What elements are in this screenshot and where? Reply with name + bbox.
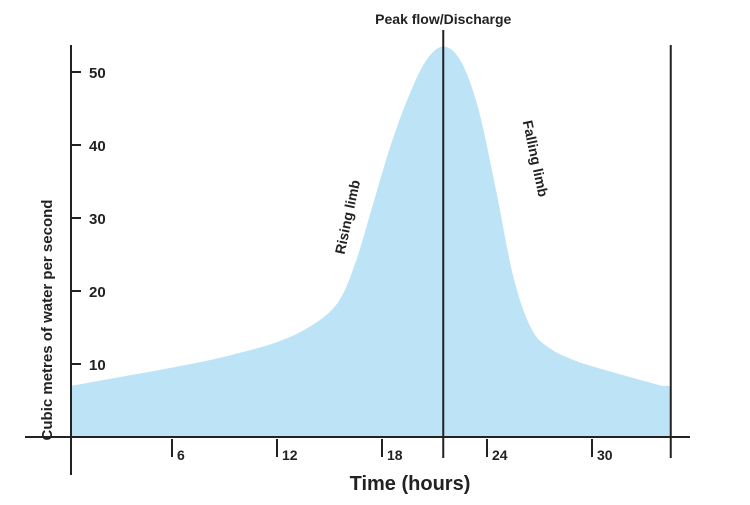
discharge-area: [71, 46, 671, 437]
x-axis-label: Time (hours): [350, 473, 471, 495]
y-axis-label: Cubic metres of water per second: [39, 200, 56, 441]
x-tick-label: 12: [282, 447, 298, 463]
y-tick-label: 10: [89, 357, 106, 374]
peak-flow-label: Peak flow/Discharge: [375, 11, 511, 27]
ticks: 10 20 30 40 50 6 12 18 24 30: [71, 65, 613, 463]
y-tick-label: 40: [89, 138, 106, 155]
falling-limb-label: Falling limb: [520, 119, 552, 198]
y-tick-label: 50: [89, 65, 106, 82]
x-tick-label: 24: [492, 447, 508, 463]
y-tick-label: 20: [89, 284, 106, 301]
rising-limb-label: Rising limb: [332, 178, 363, 255]
axes: [25, 30, 690, 475]
x-tick-label: 30: [597, 447, 613, 463]
y-tick-label: 30: [89, 211, 106, 228]
x-tick-label: 6: [177, 447, 185, 463]
x-tick-label: 18: [387, 447, 403, 463]
